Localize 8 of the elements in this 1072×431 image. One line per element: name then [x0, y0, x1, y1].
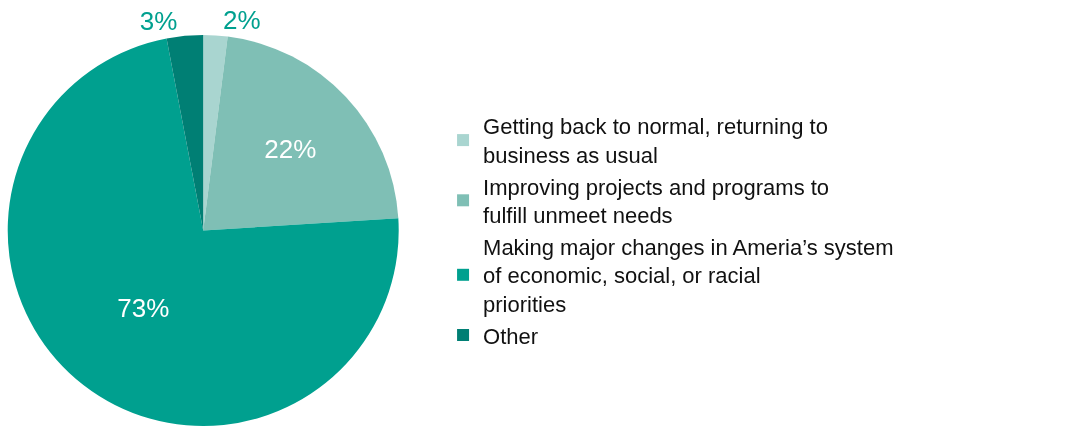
data-label: 73%: [117, 292, 170, 323]
data-label: 2%: [222, 5, 261, 36]
legend-label: Improving projects and programs to fulfill unmeet needs: [483, 174, 830, 229]
legend-label: Making major changes in Ameria’s system of economic, social, or racial priorities: [483, 234, 894, 317]
data-label: 3%: [139, 6, 178, 36]
legend-label: Other: [483, 323, 539, 349]
legend-label: Getting back to normal, returning to business as usual: [483, 114, 828, 168]
data-label: 22%: [264, 133, 317, 164]
